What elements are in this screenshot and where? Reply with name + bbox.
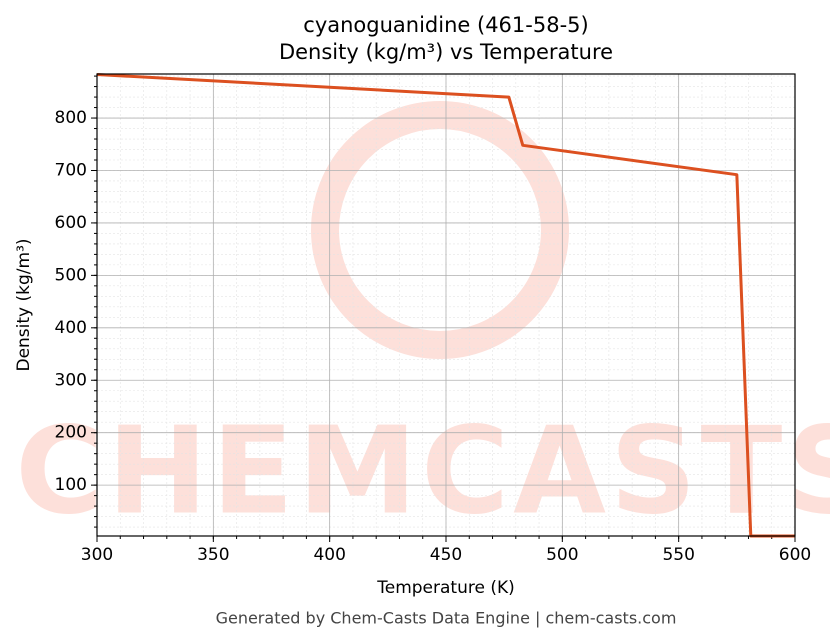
y-tick-label: 400 — [55, 318, 87, 338]
x-tick-label: 500 — [546, 545, 578, 565]
y-tick-label: 500 — [55, 265, 87, 285]
y-tick-label: 300 — [55, 370, 87, 390]
x-tick-label: 300 — [81, 545, 113, 565]
y-tick-label: 700 — [55, 160, 87, 180]
y-tick-label: 800 — [55, 108, 87, 128]
x-tick-label: 450 — [430, 545, 462, 565]
y-tick-label: 600 — [55, 213, 87, 233]
chart-title: cyanoguanidine (461-58-5) — [303, 13, 588, 37]
y-tick-label: 200 — [55, 423, 87, 443]
x-tick-label: 600 — [779, 545, 811, 565]
y-tick-label: 100 — [55, 475, 87, 495]
watermark-logo — [311, 101, 569, 359]
footer: Generated by Chem-Casts Data Engine | ch… — [216, 609, 677, 628]
y-axis-label: Density (kg/m³) — [14, 238, 34, 371]
x-tick-label: 550 — [662, 545, 694, 565]
x-tick-label: 350 — [197, 545, 229, 565]
x-tick-label: 400 — [313, 545, 345, 565]
chart-subtitle: Density (kg/m³) vs Temperature — [279, 40, 613, 64]
x-axis-label: Temperature (K) — [376, 578, 515, 598]
